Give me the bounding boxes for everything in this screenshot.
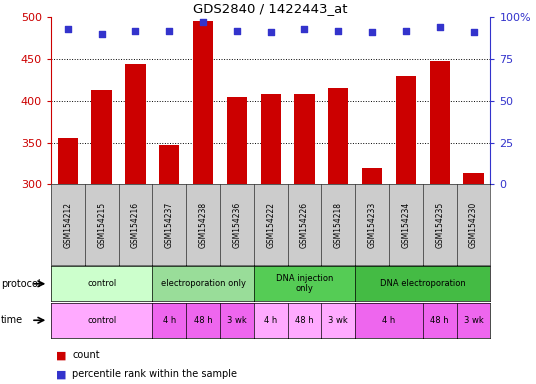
Bar [58, 137, 78, 184]
Text: GSM154234: GSM154234 [401, 202, 411, 248]
Point [435, 24, 444, 30]
Text: DNA injection
only: DNA injection only [276, 274, 333, 293]
Point [131, 28, 140, 34]
Text: 4 h: 4 h [162, 316, 176, 325]
Text: 48 h: 48 h [193, 316, 212, 325]
Point [165, 28, 174, 34]
Text: count: count [72, 350, 100, 360]
Text: control: control [87, 316, 116, 325]
Bar [193, 21, 213, 184]
Bar [159, 145, 180, 184]
Text: GSM154238: GSM154238 [198, 202, 207, 248]
Point [199, 19, 207, 25]
Text: 4 h: 4 h [382, 316, 396, 325]
Bar [260, 94, 281, 184]
Text: DNA electroporation: DNA electroporation [380, 279, 466, 288]
Text: GSM154215: GSM154215 [97, 202, 106, 248]
Text: GSM154237: GSM154237 [165, 202, 174, 248]
Point [98, 31, 106, 37]
Point [233, 28, 241, 34]
Bar [464, 174, 483, 184]
Text: GSM154212: GSM154212 [63, 202, 72, 248]
Bar [92, 90, 112, 184]
Text: GSM154222: GSM154222 [266, 202, 275, 248]
Text: ■: ■ [56, 350, 67, 360]
Bar [294, 94, 315, 184]
Text: GSM154218: GSM154218 [334, 202, 343, 248]
Text: 3 wk: 3 wk [464, 316, 483, 325]
Bar [362, 168, 382, 184]
Bar [125, 64, 146, 184]
Point [266, 29, 275, 35]
Text: GSM154236: GSM154236 [233, 202, 241, 248]
Bar [227, 98, 247, 184]
Text: GSM154226: GSM154226 [300, 202, 309, 248]
Point [401, 28, 410, 34]
Point [300, 26, 309, 32]
Text: GSM154230: GSM154230 [469, 202, 478, 248]
Text: control: control [87, 279, 116, 288]
Text: electroporation only: electroporation only [161, 279, 245, 288]
Text: 48 h: 48 h [430, 316, 449, 325]
Point [469, 29, 478, 35]
Text: GSM154216: GSM154216 [131, 202, 140, 248]
Text: ■: ■ [56, 369, 67, 379]
Text: 4 h: 4 h [264, 316, 277, 325]
Bar [396, 76, 416, 184]
Text: 3 wk: 3 wk [329, 316, 348, 325]
Text: protocol: protocol [1, 279, 41, 289]
Point [334, 28, 343, 34]
Text: GSM154233: GSM154233 [368, 202, 377, 248]
Text: 3 wk: 3 wk [227, 316, 247, 325]
Text: GSM154235: GSM154235 [435, 202, 444, 248]
Point [64, 26, 72, 32]
Bar [429, 61, 450, 184]
Bar [328, 88, 348, 184]
Text: time: time [1, 315, 23, 325]
Text: 48 h: 48 h [295, 316, 314, 325]
Text: percentile rank within the sample: percentile rank within the sample [72, 369, 237, 379]
Point [368, 29, 376, 35]
Title: GDS2840 / 1422443_at: GDS2840 / 1422443_at [193, 2, 348, 15]
